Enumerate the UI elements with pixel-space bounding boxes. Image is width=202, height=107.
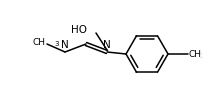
Text: CH: CH — [33, 37, 46, 47]
Text: 3: 3 — [199, 53, 202, 59]
Text: CH: CH — [188, 50, 201, 59]
Text: N: N — [103, 40, 110, 50]
Text: 3: 3 — [54, 41, 58, 47]
Text: N: N — [61, 40, 68, 50]
Text: HO: HO — [71, 25, 87, 35]
